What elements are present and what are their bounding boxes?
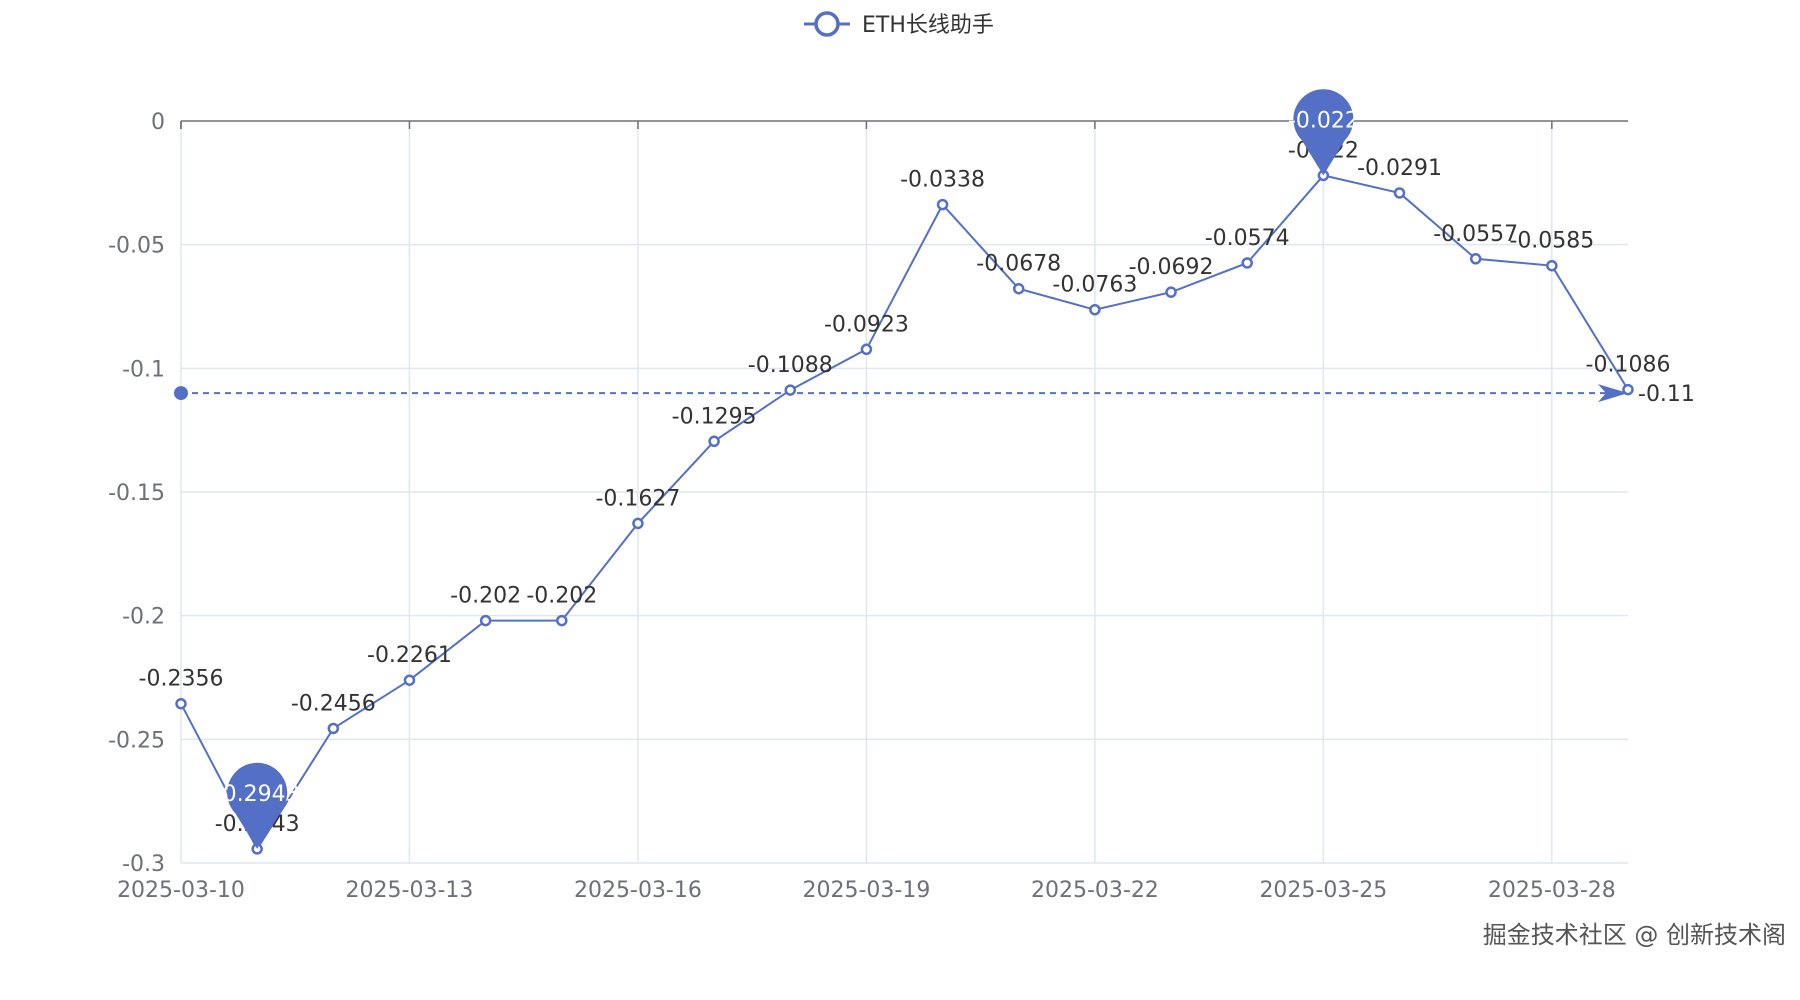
data-point (175, 697, 187, 710)
x-tick-label: 2025-03-16 (574, 878, 702, 903)
data-point (860, 343, 873, 356)
mark-points: -0.022 -0.2943 (215, 89, 1359, 849)
markline-arrow (1598, 384, 1628, 403)
data-label: -0.202 (526, 584, 597, 609)
data-label: -0.1627 (595, 486, 680, 511)
y-tick-label: -0.1 (122, 357, 165, 382)
data-label: -0.1088 (748, 353, 833, 378)
markpoint-label: -0.2943 (215, 782, 300, 807)
data-label: -0.0678 (976, 252, 1061, 277)
markline-label: -0.11 (1638, 382, 1695, 407)
data-point (1089, 303, 1101, 316)
x-tick-label: 2025-03-10 (117, 878, 245, 903)
data-label: -0.1086 (1586, 353, 1671, 378)
data-label: -0.0338 (900, 168, 985, 193)
data-label: -0.1295 (672, 404, 757, 429)
x-tick-label: 2025-03-13 (346, 878, 474, 903)
series-line (180, 174, 1629, 851)
data-label: -0.0291 (1357, 156, 1442, 181)
markpoint-pin (227, 762, 288, 849)
data-point (1165, 286, 1177, 298)
data-label: -0.0923 (824, 312, 909, 337)
data-label: -0.0692 (1129, 255, 1214, 280)
data-point (1012, 282, 1025, 295)
y-tick-label: -0.3 (122, 852, 165, 877)
data-point (327, 722, 340, 735)
data-labels: -0.2356 -0.2943 -0.2456 -0.2261 -0.202-0.202… (139, 138, 1671, 836)
data-label: -0.0763 (1052, 273, 1137, 298)
data-point (1393, 187, 1406, 199)
data-point (556, 614, 568, 627)
series-eth (175, 169, 1634, 855)
data-point (1622, 383, 1634, 396)
x-tick-label: 2025-03-25 (1259, 878, 1387, 903)
average-markline: -0.11 (174, 382, 1695, 407)
data-label: -0.202 (450, 584, 521, 609)
y-tick-label: -0.2 (122, 605, 165, 630)
markpoint-label: -0.022 (1288, 108, 1359, 133)
x-tick-label: 2025-03-19 (802, 878, 930, 903)
markpoint-max: -0.022 (1288, 89, 1359, 176)
data-point (1241, 257, 1253, 269)
data-point (708, 435, 720, 448)
legend[interactable]: ETH长线助手 (804, 11, 994, 38)
markpoint-pin (1293, 89, 1354, 176)
x-tick-label: 2025-03-28 (1488, 878, 1616, 903)
data-label: -0.0557 (1433, 222, 1518, 247)
markpoint-min: -0.2943 (215, 762, 300, 849)
watermark: 掘金技术社区 @ 创新技术阁 (1482, 921, 1786, 949)
data-label: -0.2456 (291, 691, 376, 716)
data-point (632, 517, 644, 530)
y-tick-label: -0.05 (108, 234, 165, 259)
legend-marker-icon (814, 11, 840, 37)
data-point (403, 674, 416, 686)
data-point (784, 384, 797, 396)
data-point (936, 198, 949, 211)
data-label: -0.0574 (1205, 226, 1290, 251)
y-tick-label: -0.15 (108, 481, 165, 506)
grid (180, 121, 1628, 864)
data-label: -0.2261 (367, 643, 452, 668)
y-tick-label: 0 (151, 110, 165, 135)
data-point (479, 614, 492, 627)
data-point (1469, 253, 1482, 265)
data-label: -0.0585 (1509, 229, 1594, 254)
legend-label: ETH长线助手 (862, 13, 994, 38)
x-tick-label: 2025-03-22 (1031, 878, 1159, 903)
data-label: -0.2356 (139, 667, 224, 692)
data-point (1546, 259, 1558, 272)
y-tick-label: -0.25 (108, 728, 165, 753)
